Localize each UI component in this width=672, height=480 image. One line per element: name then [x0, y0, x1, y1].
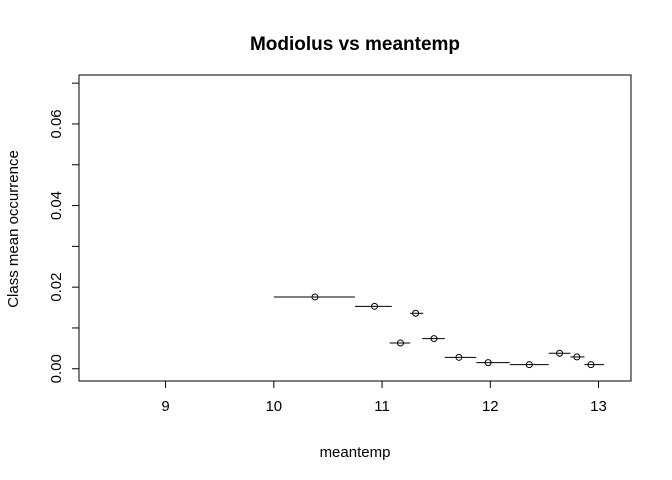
- data-point: [412, 309, 420, 317]
- x-tick-label: 13: [590, 398, 607, 415]
- x-axis: 9 10 11 12 13: [161, 381, 607, 415]
- data-point: [396, 339, 404, 347]
- data-point: [556, 349, 564, 357]
- y-axis: 0.00 0.02 0.04 0.06: [48, 82, 79, 383]
- data-point: [484, 359, 492, 367]
- data-point: [430, 335, 438, 343]
- y-tick-label: 0.02: [48, 273, 65, 302]
- x-tick-label: 9: [161, 398, 169, 415]
- data-point: [370, 302, 378, 310]
- data-point: [573, 353, 581, 361]
- data-point: [455, 353, 463, 361]
- y-axis-label: Class mean occurrence: [5, 150, 22, 308]
- plot-frame: [78, 74, 632, 382]
- y-tick-label: 0.00: [48, 354, 65, 383]
- x-tick-label: 11: [374, 398, 390, 415]
- x-axis-label: meantemp: [320, 444, 391, 461]
- data-point: [525, 361, 533, 369]
- x-tick-label: 12: [482, 398, 499, 415]
- data-marks: [273, 293, 604, 369]
- chart-title: Modiolus vs meantemp: [250, 34, 460, 55]
- y-tick-label: 0.04: [48, 191, 65, 220]
- x-tick-label: 10: [265, 398, 282, 415]
- data-point: [311, 293, 319, 301]
- data-point: [587, 361, 595, 369]
- y-tick-label: 0.06: [48, 109, 65, 138]
